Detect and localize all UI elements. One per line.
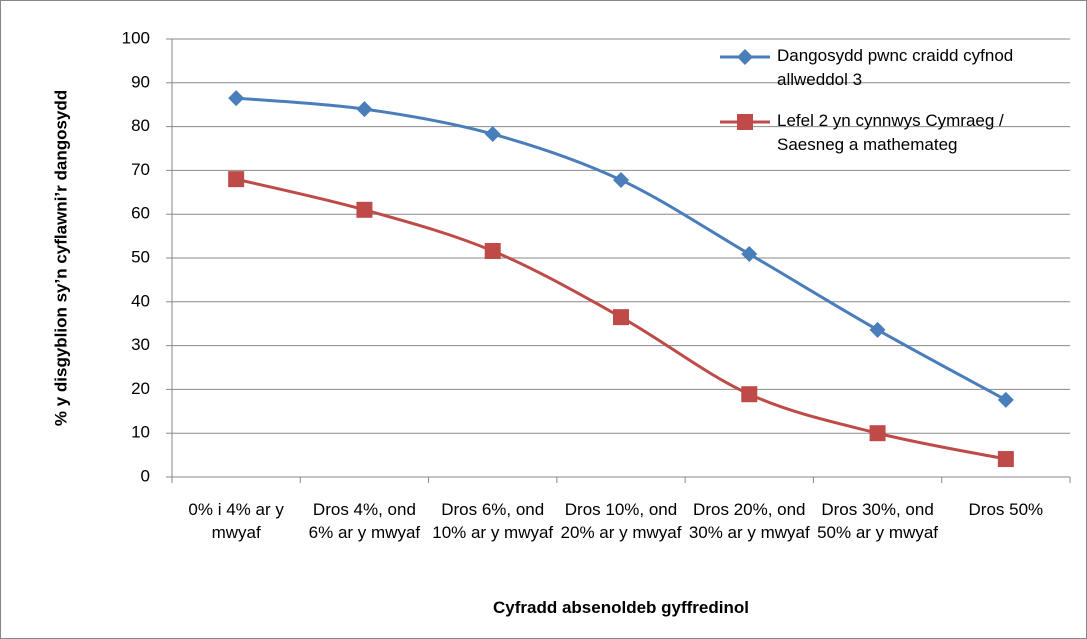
y-tick-label: 100 xyxy=(122,28,150,47)
marker xyxy=(613,309,629,326)
marker xyxy=(356,101,373,118)
x-tick-label: Dros 6%, ond 10% ar y mwyaf xyxy=(432,500,554,542)
marker xyxy=(737,49,753,65)
y-tick-label: 0 xyxy=(141,466,150,485)
marker xyxy=(228,171,245,188)
y-tick-label: 30 xyxy=(131,335,150,354)
marker xyxy=(997,451,1014,468)
legend-label: Dangosydd pwnc craidd cyfnod allweddol 3 xyxy=(777,46,1014,89)
x-tick-label: Dros 50% xyxy=(968,500,1044,519)
y-tick-label: 70 xyxy=(131,160,150,179)
marker xyxy=(741,246,758,263)
y-tick-label: 50 xyxy=(131,247,150,266)
x-axis-title: Cyfradd absenoldeb gyffredinol xyxy=(493,598,749,617)
x-tick-label: Dros 4%, ond 6% ar y mwyaf xyxy=(308,500,421,542)
legend-label: Lefel 2 yn cynnwys Cymraeg / Saesneg a m… xyxy=(777,111,1004,154)
y-tick-label: 80 xyxy=(131,116,150,135)
x-tick-label: Dros 10%, ond 20% ar y mwyaf xyxy=(560,500,682,542)
marker xyxy=(484,126,501,143)
x-tick-label: 0% i 4% ar y mwyaf xyxy=(188,500,284,542)
y-tick-label: 10 xyxy=(131,423,150,442)
marker xyxy=(484,242,501,259)
marker xyxy=(356,201,373,218)
marker xyxy=(741,386,758,403)
x-tick-label: Dros 20%, ond 30% ar y mwyaf xyxy=(688,500,810,542)
y-tick-label: 90 xyxy=(131,72,150,91)
marker xyxy=(228,90,245,107)
y-axis-title: % y disgyblion sy’n cyflawni’r dangosydd xyxy=(51,90,70,426)
marker xyxy=(737,114,753,130)
marker xyxy=(997,391,1014,408)
marker xyxy=(869,321,886,338)
marker xyxy=(869,425,886,442)
marker xyxy=(613,172,629,189)
y-tick-label: 20 xyxy=(131,379,150,398)
y-tick-label: 40 xyxy=(131,291,150,310)
x-tick-label: Dros 30%, ond 50% ar y mwyaf xyxy=(817,500,939,542)
y-tick-label: 60 xyxy=(131,204,150,223)
